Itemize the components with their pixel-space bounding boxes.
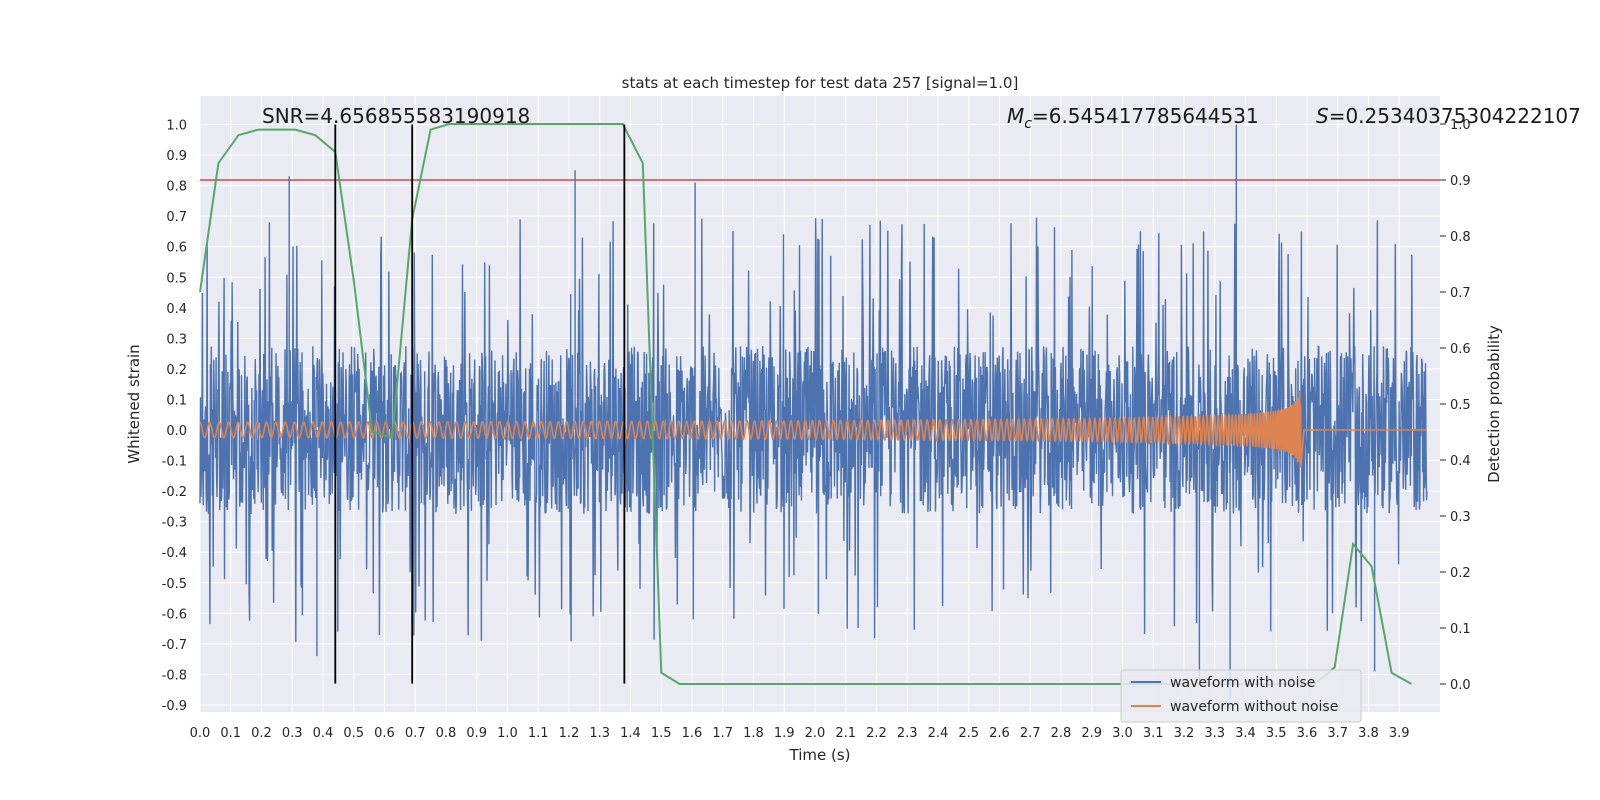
y-tick-label: 0.6 — [166, 241, 187, 256]
y-right-tick-label: 1.0 — [1450, 118, 1471, 133]
mc-annotation: Mc=6.545417785644531 — [1007, 104, 1259, 132]
y-tick-label: 0.8 — [166, 180, 187, 195]
x-tick-label: 2.7 — [1020, 726, 1041, 741]
x-tick-label: 3.0 — [1112, 726, 1133, 741]
x-tick-label: 2.2 — [866, 726, 887, 741]
x-tick-label: 1.2 — [559, 726, 580, 741]
x-tick-label: 0.3 — [282, 726, 303, 741]
mc-value: =6.545417785644531 — [1032, 104, 1259, 128]
x-tick-label: 3.9 — [1389, 726, 1410, 741]
y-tick-label: -0.5 — [162, 577, 187, 592]
y-right-tick-label: 0.5 — [1450, 398, 1471, 413]
legend: waveform with noise waveform without noi… — [1120, 669, 1362, 723]
x-tick-label: 3.5 — [1266, 726, 1287, 741]
x-tick-label: 2.9 — [1081, 726, 1102, 741]
x-tick-label: 1.9 — [774, 726, 795, 741]
y-tick-label: 1.0 — [166, 119, 187, 134]
x-tick-label: 2.3 — [897, 726, 918, 741]
y-tick-labels: 1.0 0.9 0.8 0.7 0.6 0.5 0.4 0.3 0.2 0.1 0.0 -0.1 -0.… — [162, 119, 187, 714]
x-tick-labels: 0.0 0.1 0.2 0.3 0.4 0.5 0.6 0.7 0.8 0.9 1.0 1.1 1.2 1… — [190, 726, 1410, 741]
x-tick-label: 3.1 — [1143, 726, 1164, 741]
y-tick-label: -0.7 — [162, 638, 187, 653]
x-tick-label: 0.4 — [313, 726, 334, 741]
y-tick-label: 0.7 — [166, 210, 187, 225]
grid — [199, 96, 1440, 712]
x-tick-label: 2.1 — [835, 726, 856, 741]
y-tick-label: 0.2 — [166, 363, 187, 378]
y-axis-label: Whitened strain — [125, 344, 143, 463]
x-tick-label: 0.9 — [466, 726, 487, 741]
series-waveform-without-noise — [199, 390, 1427, 468]
s-value: =0.2534037530422210​7 — [1329, 104, 1581, 128]
y-tick-label: 0.0 — [166, 424, 187, 439]
vertical-markers — [334, 124, 626, 684]
y-tick-label: -0.9 — [162, 699, 187, 714]
x-tick-label: 1.8 — [743, 726, 764, 741]
mc-subscript: c — [1024, 116, 1032, 132]
x-tick-label: 0.7 — [405, 726, 426, 741]
x-tick-label: 1.1 — [528, 726, 549, 741]
x-axis-label: Time (s) — [789, 746, 851, 764]
y-right-tick-labels: 1.0 0.9 0.8 0.7 0.6 0.5 0.4 0.3 0.2 0.1 0.0 — [1440, 118, 1471, 693]
x-tick-label: 1.5 — [651, 726, 672, 741]
mc-symbol: M — [1007, 104, 1024, 128]
chart-title: stats at each timestep for test data 257… — [622, 74, 1019, 92]
y-right-tick-label: 0.6 — [1450, 342, 1471, 357]
y-right-tick-label: 0.1 — [1450, 622, 1471, 637]
legend-box — [1120, 669, 1362, 723]
legend-label-clean: waveform without noise — [1170, 699, 1338, 715]
x-tick-label: 0.8 — [436, 726, 457, 741]
y-tick-label: 0.3 — [166, 332, 187, 347]
x-tick-label: 0.6 — [374, 726, 395, 741]
clean-waveform-line — [199, 390, 1427, 468]
snr-annotation: SNR=4.656855583190918 — [262, 104, 530, 128]
y-tick-label: -0.2 — [162, 485, 187, 500]
x-tick-label: 3.3 — [1204, 726, 1225, 741]
y-right-axis-label: Detection probability — [1485, 325, 1503, 483]
x-tick-label: 2.8 — [1051, 726, 1072, 741]
y-tick-label: 0.4 — [166, 302, 187, 317]
y-right-tick-label: 0.4 — [1450, 454, 1471, 469]
y-tick-label: -0.6 — [162, 607, 187, 622]
x-tick-label: 2.4 — [928, 726, 949, 741]
y-tick-label: -0.4 — [162, 546, 187, 561]
x-tick-label: 2.0 — [805, 726, 826, 741]
x-tick-label: 1.3 — [589, 726, 610, 741]
y-tick-label: -0.1 — [162, 455, 187, 470]
s-annotation: S=0.2534037530422210​7 — [1316, 104, 1581, 128]
x-tick-label: 2.5 — [958, 726, 979, 741]
y-tick-label: -0.8 — [162, 668, 187, 683]
y-right-tick-label: 0.9 — [1450, 174, 1471, 189]
y-right-tick-label: 0.0 — [1450, 678, 1471, 693]
x-tick-label: 3.4 — [1235, 726, 1256, 741]
y-right-tick-label: 0.2 — [1450, 566, 1471, 581]
x-tick-label: 0.1 — [220, 726, 241, 741]
x-tick-label: 2.6 — [989, 726, 1010, 741]
x-tick-label: 1.7 — [712, 726, 733, 741]
x-tick-label: 3.8 — [1358, 726, 1379, 741]
y-tick-label: 0.9 — [166, 149, 187, 164]
x-tick-label: 1.6 — [682, 726, 703, 741]
x-tick-label: 3.6 — [1297, 726, 1318, 741]
x-tick-label: 3.7 — [1327, 726, 1348, 741]
y-tick-label: 0.5 — [166, 271, 187, 286]
y-tick-label: 0.1 — [166, 393, 187, 408]
x-tick-label: 0.2 — [251, 726, 272, 741]
y-tick-label: -0.3 — [162, 516, 187, 531]
x-tick-label: 3.2 — [1174, 726, 1195, 741]
legend-label-noise: waveform with noise — [1170, 675, 1315, 691]
x-tick-label: 1.4 — [620, 726, 641, 741]
y-right-tick-label: 0.8 — [1450, 230, 1471, 245]
y-right-tick-label: 0.3 — [1450, 510, 1471, 525]
x-tick-label: 0.5 — [343, 726, 364, 741]
x-tick-label: 1.0 — [497, 726, 518, 741]
s-symbol: S — [1316, 104, 1329, 128]
y-right-tick-label: 0.7 — [1450, 286, 1471, 301]
x-tick-label: 0.0 — [190, 726, 211, 741]
